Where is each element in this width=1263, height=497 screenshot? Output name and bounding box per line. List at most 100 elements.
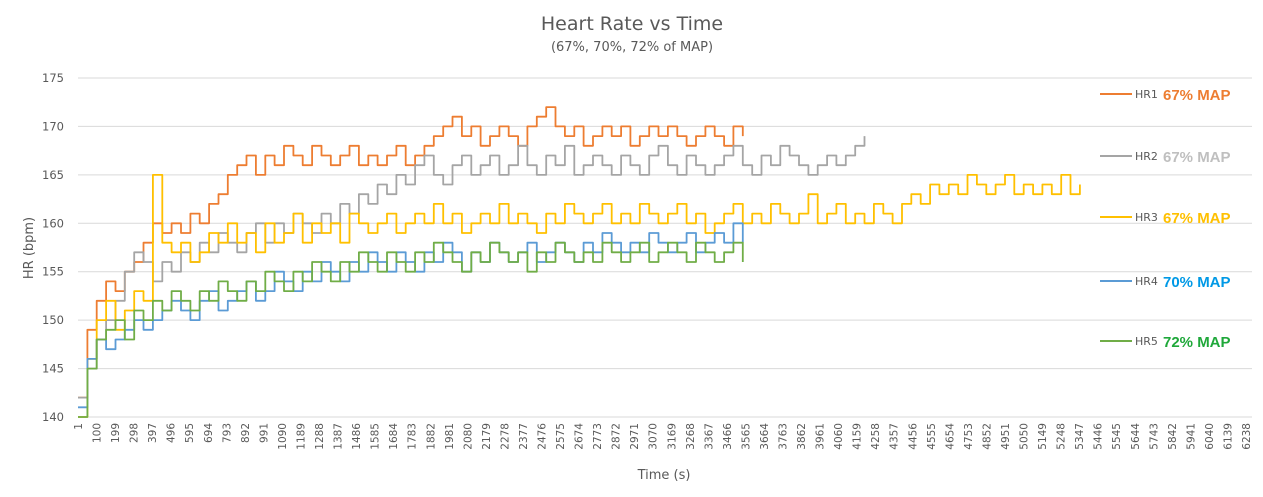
x-tick-label: 4060	[833, 423, 845, 450]
x-tick-label: 2575	[555, 423, 567, 450]
gridlines	[78, 77, 1252, 418]
y-tick-label: 145	[42, 362, 64, 376]
x-tick-label: 496	[166, 423, 178, 443]
x-tick-label: 3367	[703, 423, 715, 450]
x-tick-label: 6040	[1204, 423, 1216, 450]
y-tick-label: 140	[42, 410, 64, 424]
y-tick-label: 175	[42, 71, 64, 85]
x-tick-label: 5842	[1167, 423, 1179, 450]
x-tick-label: 3862	[796, 423, 808, 450]
x-tick-label: 1189	[295, 423, 307, 450]
x-tick-label: 1585	[370, 423, 382, 450]
x-tick-label: 2476	[536, 423, 548, 450]
x-tick-label: 694	[203, 423, 215, 443]
x-tick-label: 5149	[1037, 423, 1049, 450]
y-axis-title: HR (bpm)	[22, 217, 37, 279]
x-tick-label: 2080	[462, 423, 474, 450]
x-tick-label: 1981	[444, 423, 456, 450]
chart-title: Heart Rate vs Time	[541, 13, 723, 35]
y-tick-label: 165	[42, 168, 64, 182]
x-tick-label: 2179	[481, 423, 493, 450]
x-tick-label: 4555	[926, 423, 938, 450]
legend: HR1 67% MAP HR2 67% MAP HR3 67% MAP HR4 70% MAP…	[1100, 87, 1231, 351]
y-axis-ticks: 140 145 150 155 160 165 170 175	[42, 71, 64, 424]
legend-annotation: 72% MAP	[1163, 334, 1231, 351]
x-tick-label: 2377	[518, 423, 530, 450]
x-tick-label: 3466	[722, 423, 734, 450]
x-tick-label: 6238	[1241, 423, 1253, 450]
legend-item-hr1: HR1 67% MAP	[1100, 87, 1231, 104]
chart-subtitle: (67%, 70%, 72% of MAP)	[551, 40, 713, 55]
x-tick-label: 3565	[740, 423, 752, 450]
x-tick-label: 199	[110, 423, 122, 443]
x-tick-label: 3664	[759, 423, 771, 450]
x-tick-label: 1486	[351, 423, 363, 450]
x-tick-label: 4357	[889, 423, 901, 450]
legend-label: HR5	[1135, 335, 1158, 348]
x-tick-label: 4159	[852, 423, 864, 450]
y-tick-label: 155	[42, 265, 64, 279]
x-tick-label: 1288	[314, 423, 326, 450]
legend-label: HR2	[1135, 150, 1158, 163]
x-tick-label: 4852	[981, 423, 993, 450]
x-tick-label: 4456	[907, 423, 919, 450]
series-lines	[78, 106, 1081, 418]
legend-annotation: 67% MAP	[1163, 210, 1231, 227]
legend-item-hr5: HR5 72% MAP	[1100, 334, 1231, 351]
y-tick-label: 160	[42, 216, 64, 230]
x-tick-label: 2278	[499, 423, 511, 450]
legend-annotation: 67% MAP	[1163, 87, 1231, 104]
legend-item-hr4: HR4 70% MAP	[1100, 274, 1231, 291]
x-tick-label: 2773	[592, 423, 604, 450]
x-tick-label: 6139	[1222, 423, 1234, 450]
x-tick-label: 991	[258, 423, 270, 443]
x-tick-label: 1090	[277, 423, 289, 450]
x-tick-label: 3268	[685, 423, 697, 450]
legend-label: HR3	[1135, 211, 1158, 224]
x-tick-label: 5050	[1019, 423, 1031, 450]
x-tick-label: 3961	[815, 423, 827, 450]
x-tick-label: 5545	[1111, 423, 1123, 450]
legend-annotation: 67% MAP	[1163, 149, 1231, 166]
x-tick-label: 397	[147, 423, 159, 443]
x-tick-label: 100	[92, 423, 104, 443]
x-tick-label: 4258	[870, 423, 882, 450]
x-tick-label: 5347	[1074, 423, 1086, 450]
x-tick-label: 1783	[407, 423, 419, 450]
x-tick-label: 1882	[425, 423, 437, 450]
x-axis-ticks: 1 100 199 298 397 496 595 694 793 892 991 1090 1189 1…	[73, 423, 1253, 450]
legend-item-hr3: HR3 67% MAP	[1100, 210, 1231, 227]
x-tick-label: 5446	[1093, 423, 1105, 450]
x-tick-label: 5941	[1185, 423, 1197, 450]
x-tick-label: 1	[73, 423, 85, 430]
x-tick-label: 298	[129, 423, 141, 443]
series-line-hr3	[78, 174, 1081, 418]
legend-label: HR4	[1135, 275, 1158, 288]
x-tick-label: 595	[184, 423, 196, 443]
x-tick-label: 4654	[944, 423, 956, 450]
x-tick-label: 4951	[1000, 423, 1012, 450]
y-tick-label: 150	[42, 313, 64, 327]
x-tick-label: 1684	[388, 423, 400, 450]
x-tick-label: 3763	[778, 423, 790, 450]
legend-item-hr2: HR2 67% MAP	[1100, 149, 1231, 166]
x-tick-label: 1387	[333, 423, 345, 450]
series-line-hr5	[78, 241, 744, 418]
x-tick-label: 2872	[611, 423, 623, 450]
x-tick-label: 892	[240, 423, 252, 443]
x-tick-label: 4753	[963, 423, 975, 450]
y-tick-label: 170	[42, 119, 64, 133]
x-tick-label: 3169	[666, 423, 678, 450]
x-tick-label: 793	[221, 423, 233, 443]
x-tick-label: 5248	[1056, 423, 1068, 450]
x-tick-label: 2674	[574, 423, 586, 450]
x-tick-label: 5743	[1148, 423, 1160, 450]
legend-annotation: 70% MAP	[1163, 274, 1231, 291]
x-tick-label: 2971	[629, 423, 641, 450]
legend-label: HR1	[1135, 88, 1158, 101]
x-tick-label: 3070	[648, 423, 660, 450]
x-tick-label: 5644	[1130, 423, 1142, 450]
x-axis-title: Time (s)	[637, 468, 691, 483]
series-line-hr4	[78, 222, 744, 409]
